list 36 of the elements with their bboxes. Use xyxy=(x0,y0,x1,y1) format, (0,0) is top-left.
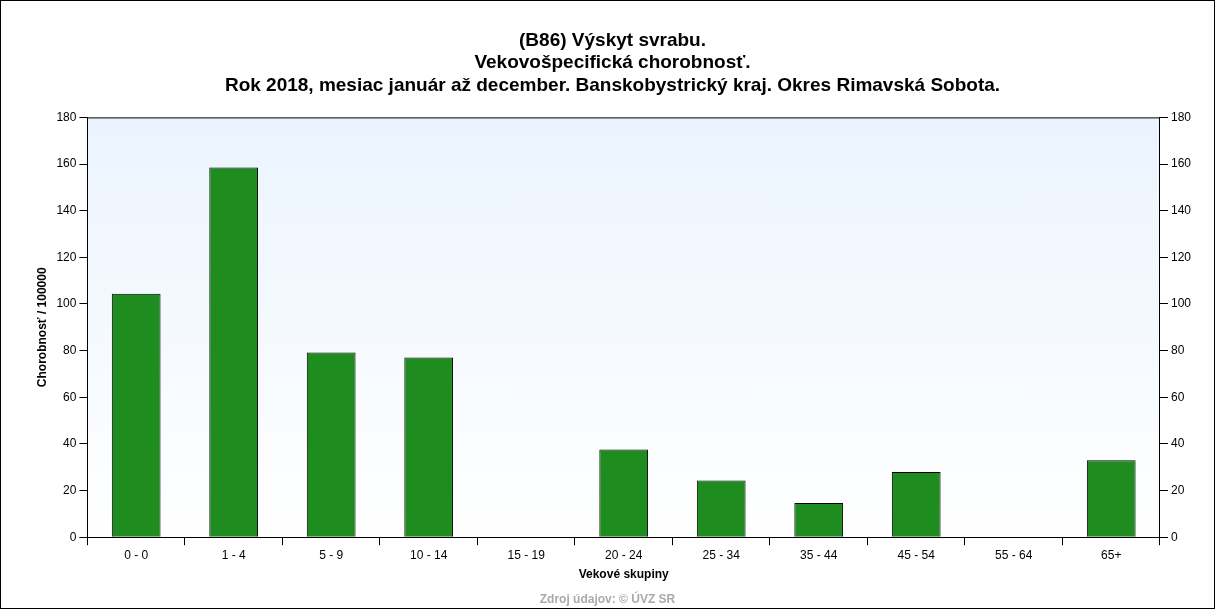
x-tick-label: 1 - 4 xyxy=(221,547,247,562)
x-tick-label: 35 - 44 xyxy=(800,547,838,562)
chart-subtitle: Vekovošpecifická chorobnosť. Rok 2018, mesiac január až december. Banskobystrický kraj. Okres Rimavská Sobota. xyxy=(224,51,1001,96)
y-tick-label: 0 xyxy=(69,529,77,544)
y-tick-label: 20 xyxy=(63,482,77,497)
x-tick-label: 20 - 24 xyxy=(605,547,643,562)
x-tick-label: 45 - 54 xyxy=(897,547,936,562)
x-tick-label: 15 - 19 xyxy=(507,547,546,562)
y-tick-label: 180 xyxy=(56,109,77,124)
y-tick-label: 140 xyxy=(56,203,77,217)
y-tick-label: 120 xyxy=(56,249,77,264)
y2-tick-label: 180 xyxy=(1170,109,1192,124)
chart-title: (B86) Výskyt svrabu. xyxy=(519,28,706,50)
y-axis-title: Chorobnosť / 100000 xyxy=(34,267,49,388)
x-tick-label: 5 - 9 xyxy=(319,547,344,562)
x-tick-label: 55 - 64 xyxy=(995,547,1033,562)
y2-tick-label: 160 xyxy=(1170,156,1192,171)
x-tick-label: 25 - 34 xyxy=(702,547,741,562)
y2-tick-label: 40 xyxy=(1170,436,1185,451)
y2-tick-label: 20 xyxy=(1170,482,1185,497)
x-axis-title: Vekové skupiny xyxy=(578,567,670,582)
y-tick-label: 100 xyxy=(56,296,77,311)
x-tick-label: 65+ xyxy=(1101,547,1122,562)
y2-tick-label: 0 xyxy=(1170,529,1178,544)
y-tick-label: 60 xyxy=(63,389,77,404)
y2-tick-label: 140 xyxy=(1170,203,1192,217)
y-tick-label: 40 xyxy=(63,436,77,451)
y2-tick-label: 60 xyxy=(1170,389,1185,404)
x-tick-label: 10 - 14 xyxy=(410,547,448,562)
y2-tick-label: 100 xyxy=(1170,296,1192,311)
y-tick-label: 160 xyxy=(56,156,77,171)
y-tick-label: 80 xyxy=(63,342,77,357)
text: Zdroj údajov: © ÚVZ SR xyxy=(539,591,676,607)
y2-tick-label: 120 xyxy=(1170,249,1192,264)
x-tick-label: 0 - 0 xyxy=(124,547,149,562)
y2-tick-label: 80 xyxy=(1170,342,1185,357)
